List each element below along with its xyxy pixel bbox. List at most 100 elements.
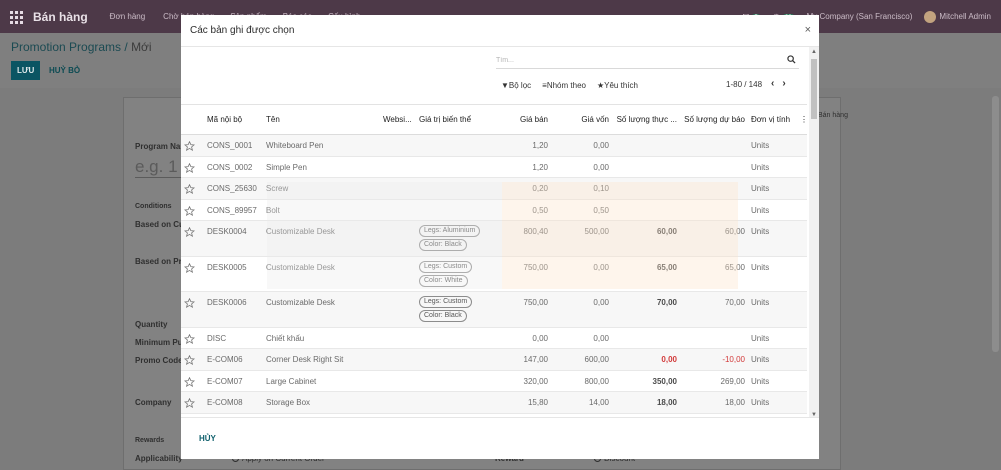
table-row[interactable]: CONS_89957 Bolt 0,50 0,50 Units: [181, 199, 807, 221]
favorite-star-icon[interactable]: [184, 333, 195, 344]
cell-forecast: 70,00: [724, 298, 745, 307]
breadcrumb-current: Mới: [131, 40, 152, 54]
cell-forecast: 18,00: [724, 398, 745, 407]
promo-code-label: Promo Code: [135, 356, 183, 365]
cell-quantity: 0,00: [661, 355, 677, 364]
table-row[interactable]: CONS_0001 Whiteboard Pen 1,20 0,00 Units: [181, 134, 807, 156]
records-table: Mã nội bộ Tên Websi... Giá trị biến thể …: [181, 104, 807, 414]
table-row[interactable]: DESK0004 Customizable Desk Legs: Aluminium…: [181, 220, 807, 256]
cell-forecast: [683, 328, 745, 334]
cancel-button[interactable]: HỦY: [199, 434, 216, 443]
cell-name: Bolt: [266, 205, 280, 215]
cell-name: Corner Desk Right Sit: [266, 355, 344, 364]
cell-forecast: [683, 178, 745, 184]
cell-name: Large Cabinet: [266, 376, 317, 386]
pager-value[interactable]: 1-80 / 148: [726, 80, 763, 89]
column-variant-values[interactable]: Giá trị biến thể: [419, 115, 472, 124]
cell-code: CONS_0001: [207, 141, 253, 150]
save-button[interactable]: LƯU: [11, 61, 41, 80]
table-row[interactable]: DESK0005 Customizable Desk Legs: Custom Col…: [181, 256, 807, 292]
optional-columns-icon[interactable]: ⋮: [797, 105, 807, 135]
column-name[interactable]: Tên: [266, 115, 280, 124]
breadcrumb-parent[interactable]: Promotion Programs: [11, 40, 122, 54]
cell-quantity: [615, 135, 677, 141]
table-row[interactable]: DESK0006 Customizable Desk Legs: Custom Col…: [181, 291, 807, 327]
user-name: Mitchell Admin: [939, 11, 991, 21]
filters-dropdown[interactable]: ▼Bộ lọc: [501, 81, 531, 90]
page-scrollbar[interactable]: [992, 96, 999, 352]
table-row[interactable]: CONS_0002 Simple Pen 1,20 0,00 Units: [181, 156, 807, 178]
close-icon[interactable]: ×: [804, 24, 811, 36]
filter-icon: ▼: [501, 81, 509, 90]
cell-code: E-COM06: [207, 355, 243, 364]
dialog-scrollbar[interactable]: ▲ ▼: [809, 47, 819, 418]
variant-tag: Color: Black: [419, 310, 467, 322]
table-row[interactable]: E-COM08 Storage Box 15,80 14,00 18,00 18,00 Un…: [181, 391, 807, 413]
cell-forecast: [683, 200, 745, 206]
favorite-star-icon[interactable]: [184, 398, 195, 408]
favorite-star-icon[interactable]: [184, 355, 195, 365]
scroll-down-icon[interactable]: ▼: [811, 412, 817, 418]
user-menu[interactable]: Mitchell Admin: [924, 10, 991, 23]
applicability-label: Applicability: [135, 454, 183, 463]
variant-tag: Color: Black: [419, 239, 467, 251]
search-input[interactable]: [496, 52, 776, 68]
menu-orders[interactable]: Đơn hàng: [109, 12, 146, 21]
variant-tag: Legs: Custom: [419, 296, 473, 308]
column-internal-reference[interactable]: Mã nội bộ: [207, 115, 243, 124]
cell-quantity: 65,00: [656, 262, 677, 272]
cell-name: Chiết khấu: [266, 333, 305, 343]
favorite-star-icon[interactable]: [184, 298, 195, 308]
column-cost[interactable]: Giá vốn: [581, 115, 609, 124]
cell-cost: 0,10: [593, 184, 609, 193]
cell-forecast: [683, 157, 745, 163]
favorite-star-icon[interactable]: [184, 376, 195, 387]
company-switcher[interactable]: My Company (San Francisco): [806, 12, 913, 21]
chevron-left-icon[interactable]: ‹: [771, 78, 775, 89]
discard-button[interactable]: HUỶ BỎ: [49, 66, 81, 75]
cell-price: 1,20: [532, 162, 548, 172]
scroll-up-icon[interactable]: ▲: [811, 49, 817, 55]
cell-quantity: 18,00: [656, 398, 677, 407]
cell-forecast: 65,00: [724, 262, 745, 272]
column-sales-price[interactable]: Giá bán: [519, 115, 548, 124]
favorites-dropdown[interactable]: ★Yêu thích: [597, 81, 638, 90]
cell-name: Screw: [266, 184, 289, 193]
apps-menu-icon[interactable]: [10, 10, 24, 24]
favorite-star-icon[interactable]: [184, 184, 195, 194]
column-forecasted-quantity[interactable]: Số lượng dự báo: [684, 115, 745, 124]
program-name-label: Program Nam: [135, 142, 188, 151]
cell-uom: Units: [751, 376, 770, 386]
chevron-right-icon[interactable]: ›: [782, 78, 786, 89]
cell-price: 750,00: [523, 298, 548, 307]
column-unit-of-measure[interactable]: Đơn vị tính: [751, 115, 791, 124]
table-row[interactable]: DISC Chiết khấu 0,00 0,00 Units: [181, 327, 807, 349]
group-by-dropdown[interactable]: ≡Nhóm theo: [542, 81, 586, 90]
program-name-input[interactable]: e.g. 1: [135, 157, 185, 178]
favorites-label: Yêu thích: [604, 81, 638, 90]
column-quantity-on-hand[interactable]: Số lượng thực ...: [616, 115, 677, 124]
scroll-thumb[interactable]: [811, 59, 817, 119]
table-row[interactable]: E-COM07 Large Cabinet 320,00 800,00 350,00 26…: [181, 370, 807, 392]
search-icon[interactable]: [787, 55, 796, 64]
group-by-icon: ≡: [542, 81, 547, 90]
favorite-star-icon[interactable]: [184, 162, 195, 173]
dialog-header: Các bản ghi được chọn ×: [181, 15, 819, 47]
favorite-star-icon[interactable]: [184, 205, 195, 216]
cell-cost: 500,00: [584, 227, 609, 236]
column-website[interactable]: Websi...: [383, 115, 412, 124]
cell-cost: 0,00: [593, 262, 609, 272]
cell-uom: Units: [751, 141, 770, 150]
app-name[interactable]: Bán hàng: [33, 9, 88, 24]
cell-quantity: [615, 200, 677, 206]
favorite-star-icon[interactable]: [184, 141, 195, 151]
side-tab-sales[interactable]: Bán hàng: [818, 112, 848, 119]
cell-price: 750,00: [523, 262, 548, 272]
favorite-star-icon[interactable]: [184, 262, 195, 273]
cell-name: Simple Pen: [266, 162, 307, 172]
cell-uom: Units: [751, 162, 770, 172]
table-row[interactable]: CONS_25630 Screw 0,20 0,10 Units: [181, 177, 807, 199]
table-row[interactable]: E-COM06 Corner Desk Right Sit 147,00 600,00…: [181, 348, 807, 370]
favorite-star-icon[interactable]: [184, 227, 195, 237]
variant-tag: Legs: Aluminium: [419, 225, 481, 237]
